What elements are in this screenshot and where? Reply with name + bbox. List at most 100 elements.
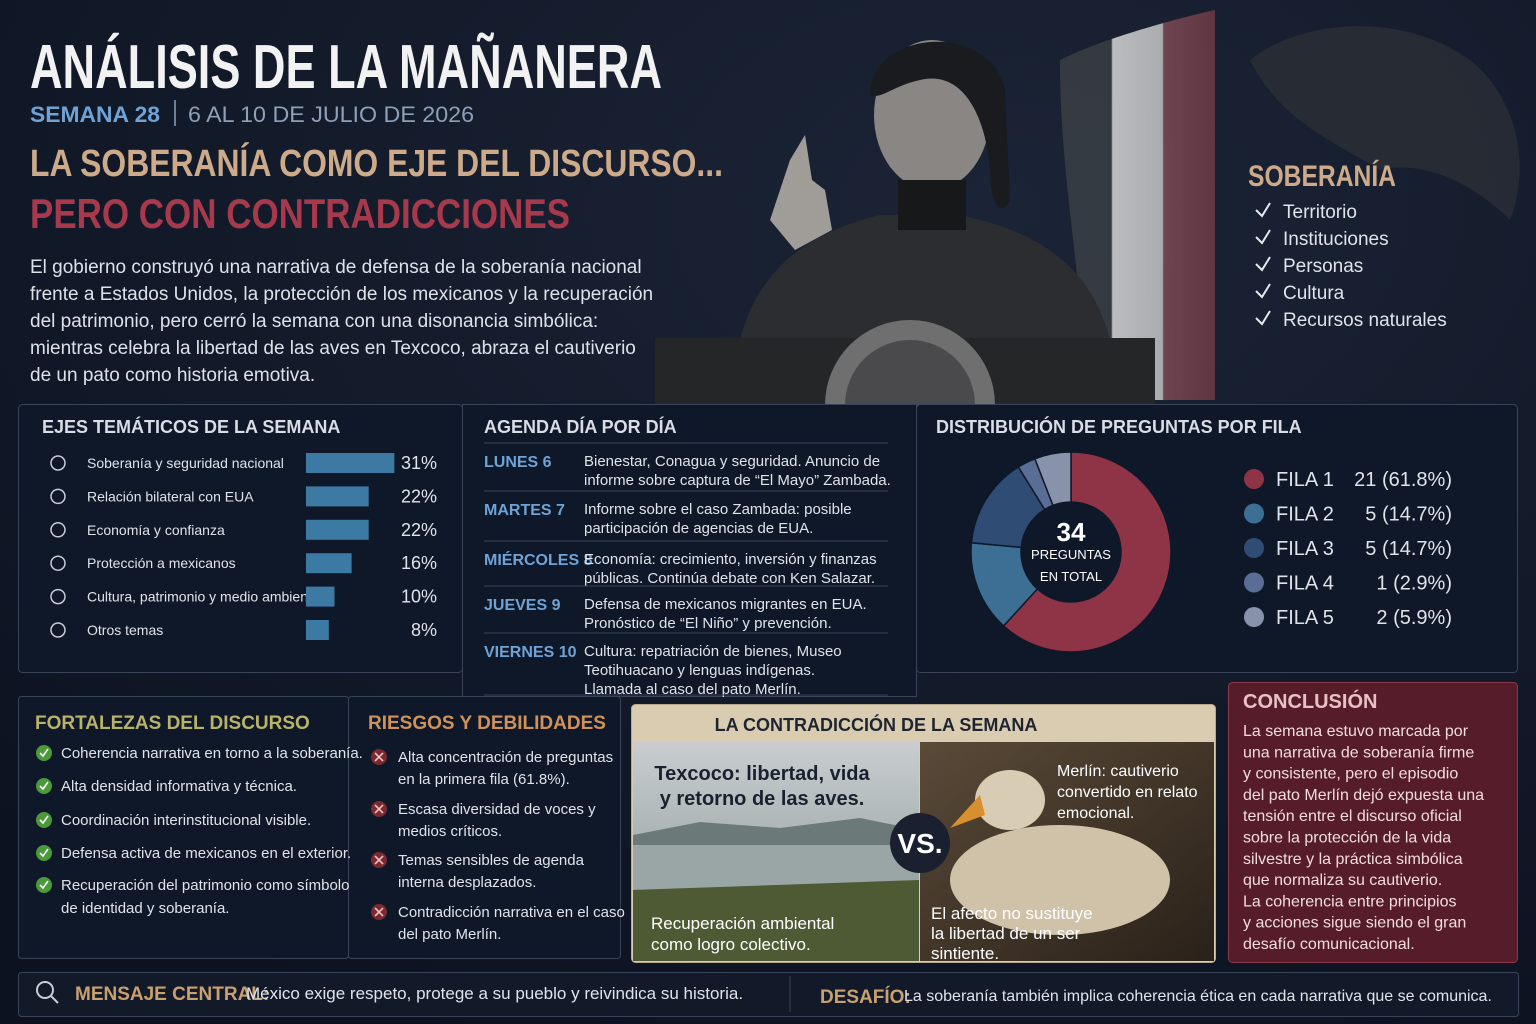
agenda-line: participación de agencias de EUA. (584, 520, 813, 537)
risk-line: Contradicción narrativa en el caso (398, 904, 625, 921)
legend-value: 1 (2.9%) (1376, 573, 1452, 595)
check-icon (39, 815, 49, 825)
themes-panel (18, 404, 463, 673)
value-label: 22% (401, 486, 437, 506)
risks-panel (348, 696, 621, 959)
intro-line: El gobierno construyó una narrativa de d… (30, 257, 642, 278)
strength-line: de identidad y soberanía. (61, 900, 229, 917)
risk-line: Alta concentración de preguntas (398, 749, 613, 766)
conclusion-line: del pato Merlín dejó expuesta una (1243, 787, 1484, 804)
theme-label: Otros temas (87, 622, 163, 638)
legend-name: FILA 1 (1276, 469, 1334, 491)
bar (306, 586, 335, 607)
duck-beak (950, 795, 985, 828)
legend-name: FILA 4 (1276, 573, 1334, 595)
total-label: PREGUNTAS (1031, 547, 1111, 562)
vs-badge (890, 813, 950, 873)
x-icon (374, 855, 384, 865)
check-icon (1255, 202, 1271, 218)
check-icon (39, 781, 49, 791)
theme-icon (50, 488, 66, 505)
panel-title: AGENDA DÍA POR DÍA (484, 416, 677, 437)
legend-value: 21 (61.8%) (1354, 469, 1452, 491)
intro-line: mientras celebra la libertad de las aves… (30, 338, 636, 359)
caption: convertido en relato (1057, 784, 1198, 801)
theme-label: Cultura, patrimonio y medio ambiente (87, 589, 320, 605)
donut-hole (1022, 503, 1120, 601)
risk-line: Temas sensibles de agenda (398, 852, 585, 869)
search-icon (50, 995, 59, 1004)
total-label: EN TOTAL (1040, 569, 1102, 584)
caption: Texcoco: libertad, vida (654, 763, 870, 785)
conclusion-panel (1228, 682, 1518, 963)
conclusion-line: y acciones sigue siendo el gran (1243, 915, 1466, 932)
total: 34 (1057, 517, 1086, 547)
footer-panel (18, 972, 1519, 1017)
caption: emocional. (1057, 805, 1134, 822)
agenda-line: Llamada al caso del pato Merlín. (584, 681, 801, 698)
value-label: 22% (401, 520, 437, 540)
check-icon (1255, 256, 1271, 272)
theme-icon (50, 455, 66, 471)
theme-label: Protección a mexicanos (87, 555, 236, 571)
legend-value: 5 (14.7%) (1365, 504, 1452, 526)
check-bullet (36, 778, 52, 794)
value-label: 31% (401, 453, 437, 473)
check-icon (39, 848, 49, 858)
x-icon (374, 907, 384, 917)
bar (306, 519, 369, 540)
value-label: 16% (401, 553, 437, 573)
panel-title: DISTRIBUCIÓN DE PREGUNTAS POR FILA (936, 416, 1302, 437)
agenda-line: informe sobre captura de “El Mayo” Zamba… (584, 472, 891, 489)
conclusion-line: una narrativa de soberanía firme (1243, 744, 1474, 761)
legend-name: FILA 5 (1276, 607, 1334, 629)
note: Recuperación ambiental (651, 914, 834, 933)
strength-line: Defensa activa de mexicanos en el exteri… (61, 845, 351, 862)
x-icon (374, 752, 384, 762)
sovereignty-item: Cultura (1283, 283, 1345, 304)
headline: PERO CON CONTRADICCIONES (30, 190, 570, 237)
intro-line: de un pato como historia emotiva. (30, 365, 315, 386)
strength-line: Coordinación interinstitucional visible. (61, 812, 311, 829)
panel-title: LA CONTRADICCIÓN DE LA SEMANA (715, 714, 1038, 735)
donut-segment (1033, 451, 1072, 507)
x-icon (374, 804, 384, 814)
sovereignty-title: SOBERANÍA (1248, 159, 1396, 193)
theme-label: Relación bilateral con EUA (87, 488, 254, 504)
value-label: 8% (411, 620, 437, 640)
footer-label: DESAFÍO: (820, 986, 911, 1008)
panel-title: RIESGOS Y DEBILIDADES (368, 713, 606, 734)
bar (306, 620, 329, 640)
strength-line: Recuperación del patrimonio como símbolo (61, 877, 349, 894)
duck-head (975, 770, 1045, 830)
panel-title: EJES TEMÁTICOS DE LA SEMANA (42, 416, 340, 437)
note: como logro colectivo. (651, 935, 811, 954)
bar (306, 553, 352, 574)
bar (306, 486, 369, 507)
agenda-line: Teotihuacano y lenguas indígenas. (584, 662, 815, 679)
grass (633, 880, 919, 961)
agenda-line: Defensa de mexicanos migrantes en EUA. (584, 596, 867, 613)
panel-title: FORTALEZAS DEL DISCURSO (35, 713, 310, 734)
strength-line: Coherencia narrativa en torno a la sober… (61, 745, 363, 762)
note: la libertad de un ser (931, 924, 1081, 943)
legend-swatch (1244, 538, 1264, 558)
agenda-line: Pronóstico de “El Niño” y prevención. (584, 615, 832, 632)
donut-segment (1002, 451, 1172, 653)
agenda-day: JUEVES 9 (484, 597, 561, 614)
risk-line: Escasa diversidad de voces y (398, 801, 596, 818)
note: El afecto no sustituye (931, 904, 1093, 923)
check-icon (1255, 310, 1271, 326)
theme-icon (50, 622, 66, 638)
caption: Merlín: cautiverio (1057, 763, 1179, 780)
legend-swatch (1244, 503, 1264, 524)
search-icon (36, 981, 54, 999)
agenda-line: Economía: crecimiento, inversión y finan… (584, 551, 877, 568)
dates: 6 AL 10 DE JULIO DE 2026 (188, 102, 474, 127)
conclusion-line: desafío comunicacional. (1243, 936, 1415, 953)
risk-line: del pato Merlín. (398, 926, 501, 943)
conclusion-line: La semana estuvo marcada por (1243, 723, 1469, 740)
bar (306, 453, 395, 473)
duck-body (950, 825, 1170, 935)
